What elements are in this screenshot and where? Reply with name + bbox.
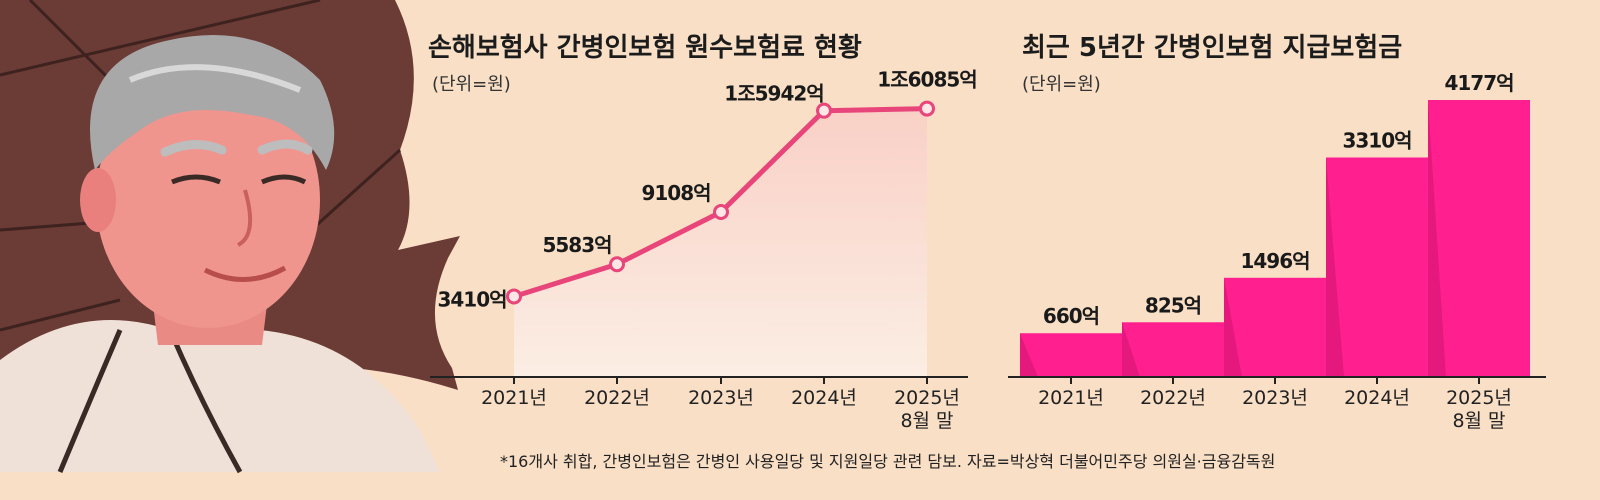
bar-chart-category-label: 2023년	[1242, 387, 1308, 409]
bar-data-label: 660억	[1043, 304, 1099, 328]
premium-line-chart: 손해보험사 간병인보험 원수보험료 현황 (단위=원) 3410억 5583억 91…	[428, 33, 978, 432]
bar-chart-unit: (단위=원)	[1022, 74, 1101, 95]
bar-chart-category-label: 2025년 8월 말	[1446, 387, 1512, 432]
line-chart-title: 손해보험사 간병인보험 원수보험료 현황	[428, 33, 862, 63]
line-chart-unit: (단위=원)	[432, 74, 511, 95]
elderly-man-with-umbrella-illustration	[0, 0, 460, 474]
line-chart-category-label: 2022년	[584, 387, 650, 409]
line-chart-category-label: 2025년 8월 말	[894, 387, 960, 432]
bar	[1428, 100, 1530, 377]
line-chart-category-label: 2024년	[791, 387, 857, 409]
line-chart-point	[506, 288, 522, 305]
line-chart-data-label: 9108억	[641, 181, 710, 205]
bar	[1224, 277, 1326, 377]
line-chart-area	[514, 108, 927, 377]
bar-data-label: 825억	[1145, 293, 1201, 317]
bar-shading	[1020, 333, 1038, 377]
bar	[1020, 333, 1122, 377]
line-chart-point	[816, 102, 832, 119]
line-chart-data-label: 1조6085억	[877, 68, 976, 92]
line-chart-point	[609, 256, 625, 273]
line-chart-category-label: 2023년	[688, 387, 754, 409]
bar-shading	[1224, 277, 1242, 377]
bar-shading	[1428, 100, 1446, 377]
bar-chart-category-label: 2022년	[1140, 387, 1206, 409]
line-chart-category-label: 2021년	[481, 387, 547, 409]
bar-shading	[1326, 157, 1344, 377]
bar-data-label: 4177억	[1444, 71, 1513, 95]
line-chart-data-label: 5583억	[542, 233, 611, 257]
footnote: *16개사 취합, 간병인보험은 간병인 사용일당 및 지원일당 관련 담보. …	[500, 452, 1275, 471]
bar	[1122, 322, 1224, 377]
bar-chart-title: 최근 5년간 간병인보험 지급보험금	[1022, 33, 1402, 63]
bar-data-label: 3310억	[1342, 128, 1411, 152]
bar-data-label: 1496억	[1240, 249, 1309, 273]
line-chart-point	[713, 203, 729, 220]
line-chart-data-label: 3410억	[437, 287, 506, 311]
claims-bar-chart: 최근 5년간 간병인보험 지급보험금 (단위=원) 660억 825억 1496억 3…	[1008, 33, 1546, 432]
line-chart-point	[919, 100, 935, 117]
bar-shading	[1122, 322, 1140, 377]
bar	[1326, 157, 1428, 377]
bar-chart-category-label: 2021년	[1038, 387, 1104, 409]
bar-chart-category-label: 2024년	[1344, 387, 1410, 409]
line-chart-data-label: 1조5942억	[724, 82, 823, 106]
